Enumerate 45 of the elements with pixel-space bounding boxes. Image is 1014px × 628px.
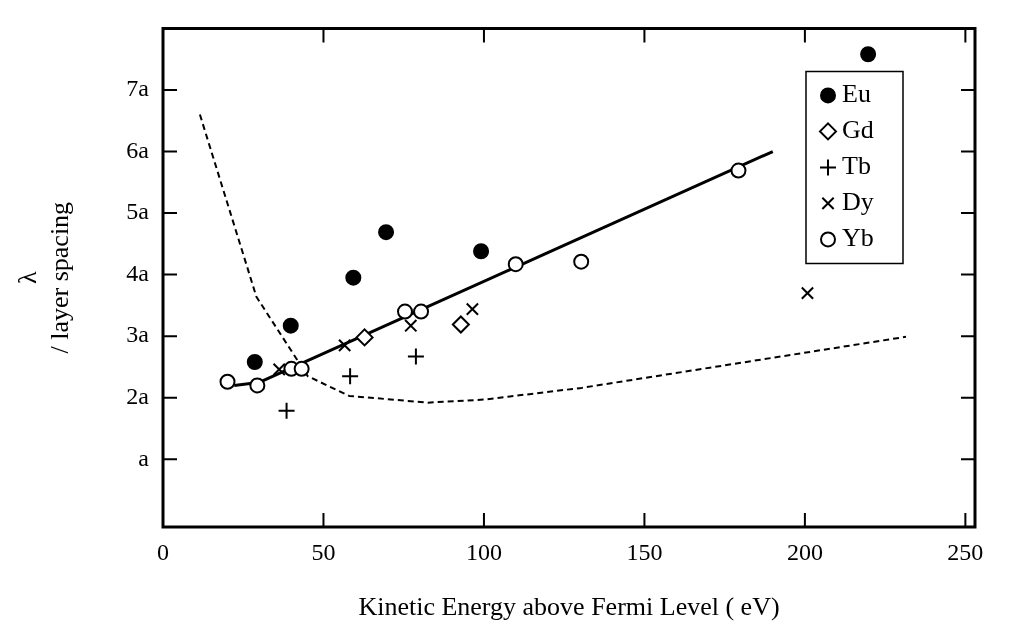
legend-label: Gd bbox=[842, 115, 874, 145]
legend-label: Yb bbox=[842, 223, 874, 253]
point bbox=[277, 401, 296, 420]
point bbox=[219, 373, 236, 390]
point bbox=[573, 253, 590, 270]
y-tick-label: 6a bbox=[126, 136, 150, 163]
line-series bbox=[198, 113, 907, 404]
point bbox=[272, 362, 286, 377]
point bbox=[413, 303, 430, 320]
y-tick-label: 5a bbox=[126, 198, 150, 225]
point bbox=[465, 302, 480, 316]
point bbox=[355, 328, 374, 347]
point bbox=[860, 46, 877, 63]
point bbox=[507, 256, 524, 273]
x-tick-label: 50 bbox=[311, 538, 336, 565]
point bbox=[404, 319, 418, 333]
x-tick-label: 0 bbox=[157, 538, 169, 565]
point bbox=[345, 269, 362, 286]
y-tick-label: 7a bbox=[126, 75, 150, 102]
x-axis-title: Kinetic Energy above Fermi Level ( eV) bbox=[358, 592, 780, 622]
point bbox=[338, 338, 352, 353]
x-tick-label: 250 bbox=[947, 538, 984, 565]
x-tick-label: 100 bbox=[465, 538, 502, 565]
point bbox=[341, 367, 360, 386]
legend-label: Dy bbox=[842, 187, 874, 217]
y-tick-label: 3a bbox=[126, 321, 150, 348]
point bbox=[406, 347, 425, 366]
y-axis-title: λ / layer spacing bbox=[13, 201, 74, 354]
point bbox=[397, 303, 413, 320]
legend-label: Eu bbox=[842, 79, 871, 109]
y-tick-label: 4a bbox=[126, 259, 150, 286]
y-tick-label: a bbox=[138, 444, 150, 471]
point bbox=[246, 354, 263, 371]
y-tick-label: 2a bbox=[126, 383, 150, 410]
point bbox=[293, 360, 310, 377]
x-tick-label: 150 bbox=[626, 538, 663, 565]
point bbox=[730, 162, 747, 179]
legend-label: Tb bbox=[842, 151, 871, 181]
point bbox=[378, 224, 395, 241]
point bbox=[282, 317, 299, 334]
point bbox=[249, 377, 266, 394]
point bbox=[800, 286, 815, 300]
x-tick-label: 200 bbox=[786, 538, 823, 565]
point bbox=[451, 315, 470, 334]
point bbox=[473, 243, 490, 260]
